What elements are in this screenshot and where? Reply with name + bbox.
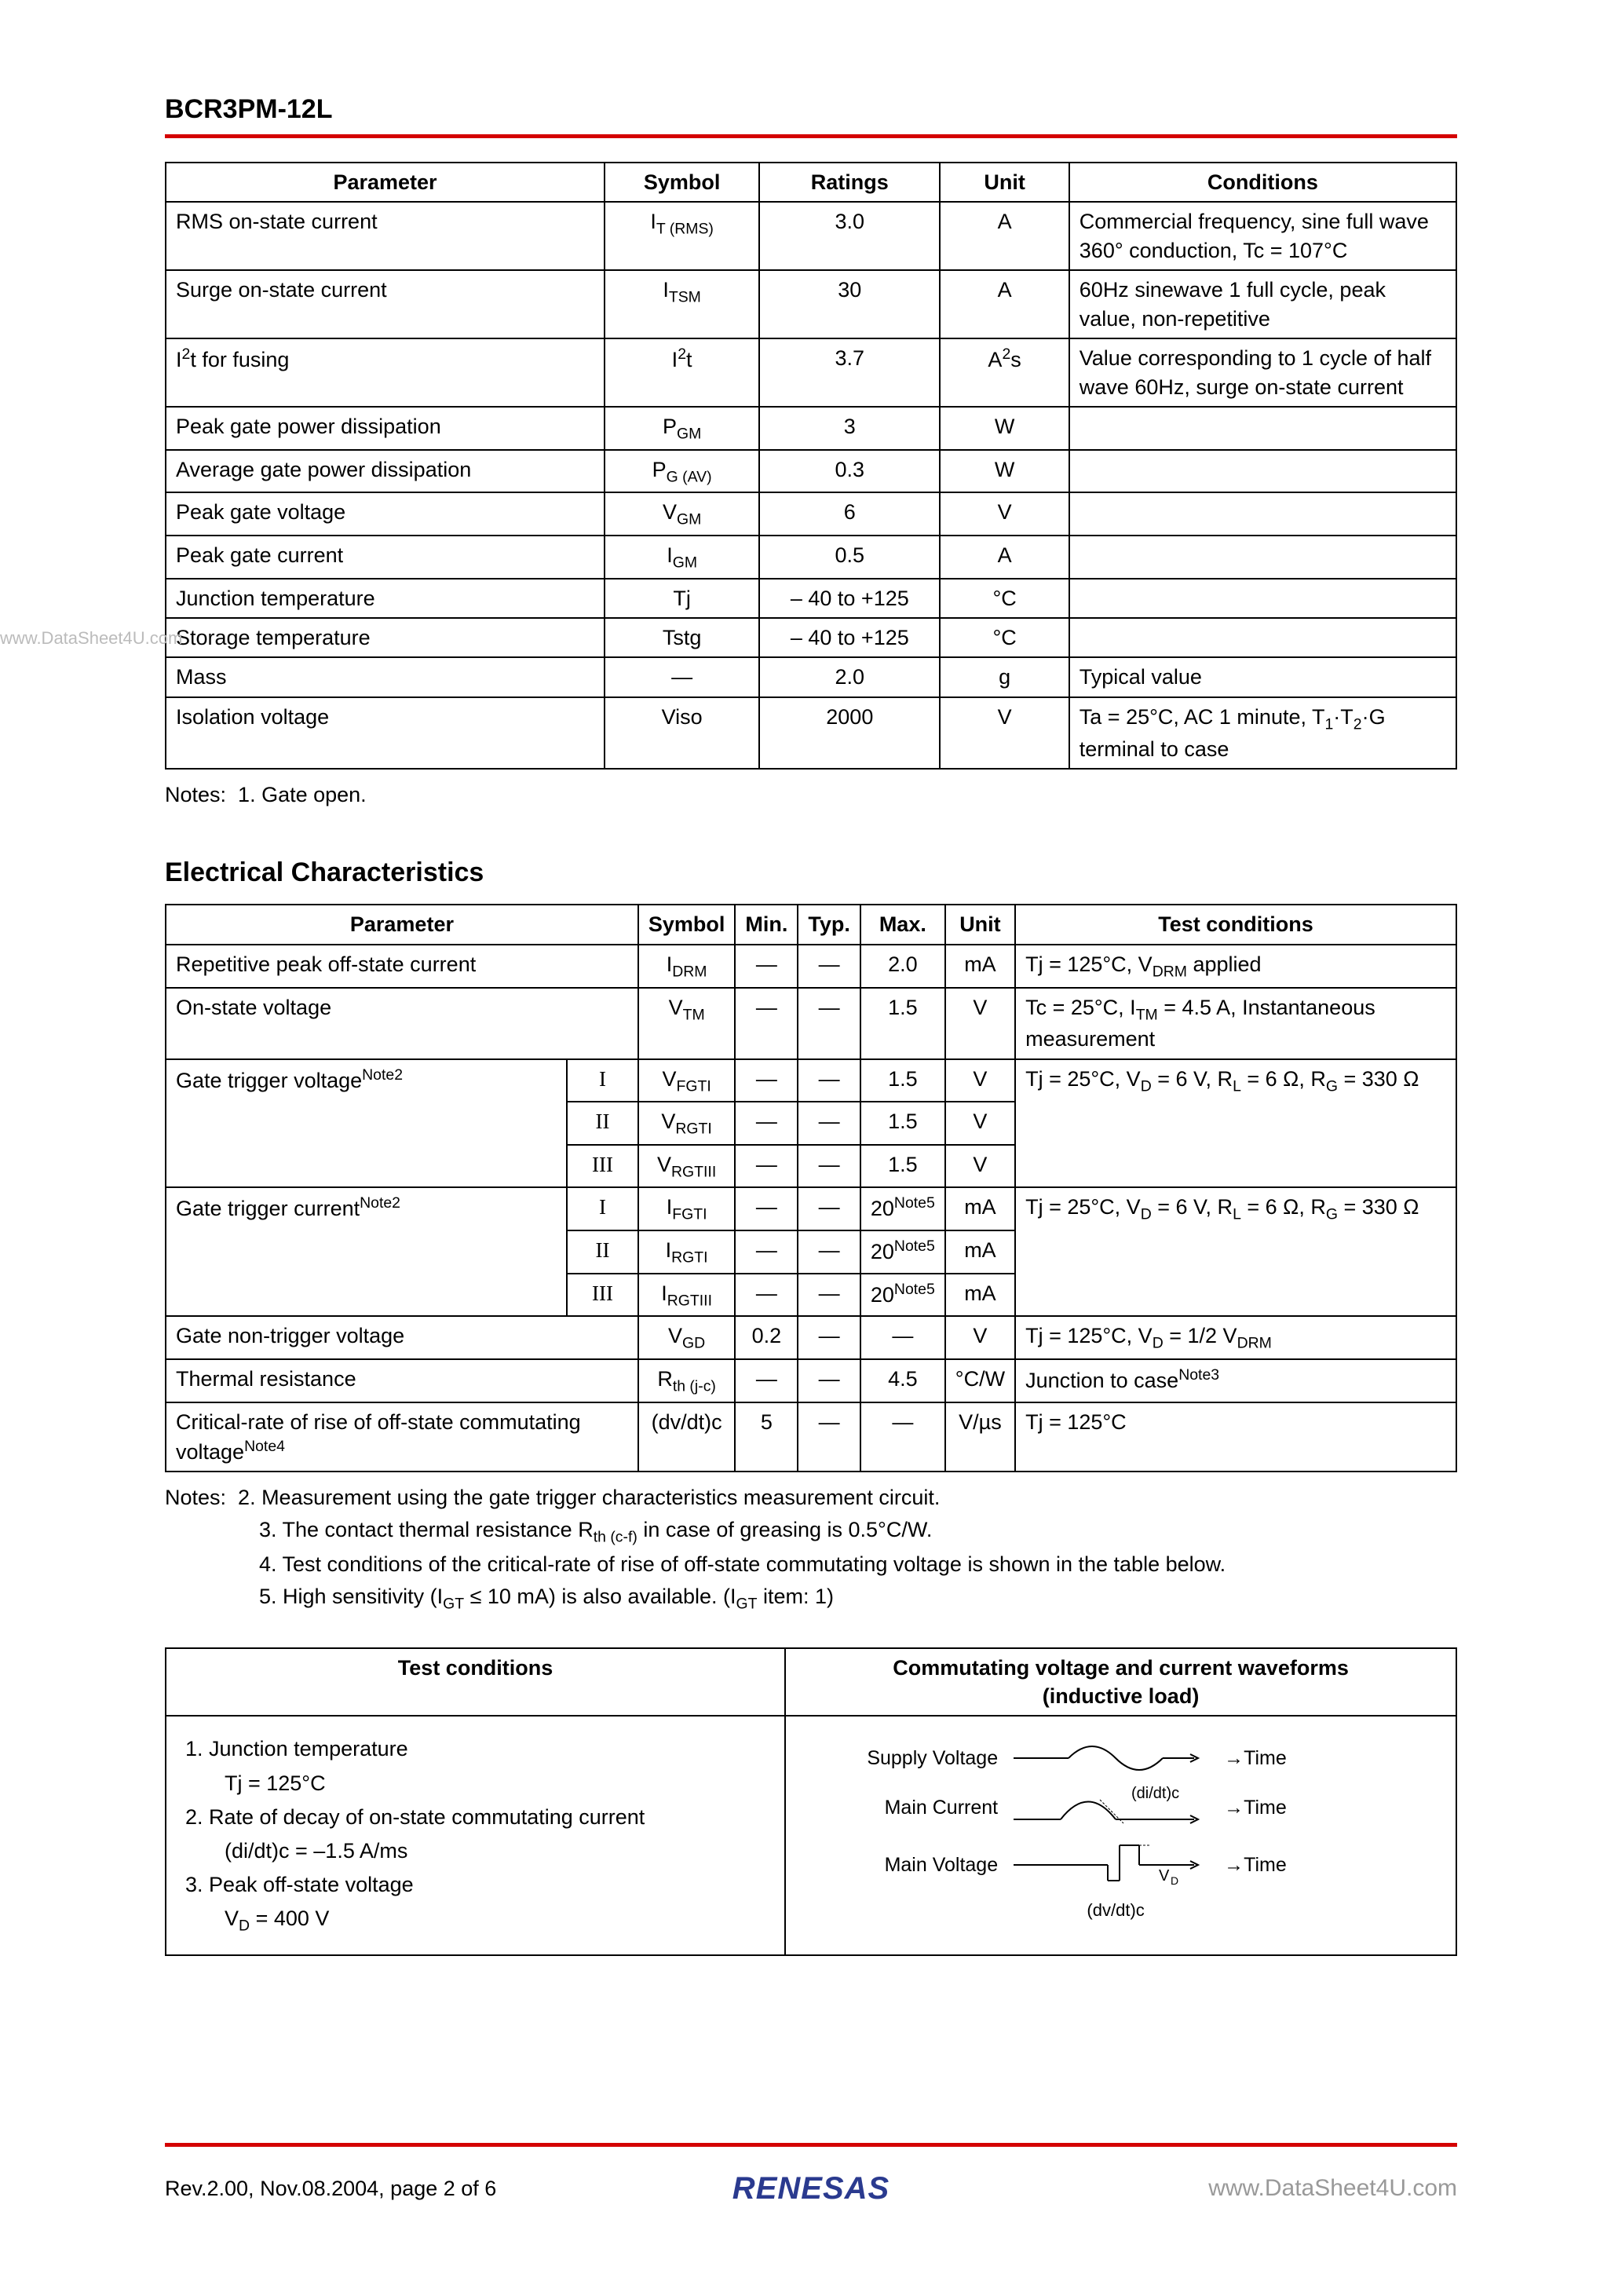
- t1-header: Parameter: [166, 163, 605, 202]
- waveforms-cell: Supply Voltage →Time Main Current (di/dt…: [785, 1716, 1456, 1954]
- table-row: Thermal resistanceRth (j-c)——4.5°C/WJunc…: [166, 1359, 1456, 1402]
- section-title-electrical: Electrical Characteristics: [165, 857, 1457, 888]
- svg-text:V: V: [1159, 1867, 1170, 1885]
- table-row: Peak gate voltageVGM6V: [166, 492, 1456, 536]
- t2-header: Min.: [735, 905, 798, 944]
- table-row: Peak gate currentIGM0.5A: [166, 536, 1456, 579]
- table-row: Peak gate power dissipationPGM3W: [166, 407, 1456, 450]
- footer-revision: Rev.2.00, Nov.08.2004, page 2 of 6: [165, 2177, 496, 2201]
- watermark-left: www.DataSheet4U.com: [0, 628, 182, 649]
- table-row: Mass—2.0gTypical value: [166, 657, 1456, 696]
- test-conditions-table: Test conditions Commutating voltage and …: [165, 1647, 1457, 1956]
- table-row: I2t for fusingI2t3.7A2sValue correspondi…: [166, 338, 1456, 407]
- main-voltage-waveform-icon: VD: [1014, 1837, 1218, 1892]
- table-row: Surge on-state currentITSM30A60Hz sinewa…: [166, 270, 1456, 338]
- svg-text:(di/dt)c: (di/dt)c: [1131, 1785, 1179, 1802]
- table-row: Repetitive peak off-state currentIDRM——2…: [166, 945, 1456, 988]
- t1-header: Unit: [940, 163, 1069, 202]
- table-row: Gate trigger currentNote2IIFGTI——20Note5…: [166, 1187, 1456, 1230]
- table-row: On-state voltageVTM——1.5VTc = 25°C, ITM …: [166, 988, 1456, 1059]
- t2-header: Unit: [945, 905, 1015, 944]
- t2-header: Typ.: [798, 905, 860, 944]
- t2-header: Symbol: [638, 905, 736, 944]
- t1-header: Conditions: [1069, 163, 1456, 202]
- footer-rule: [165, 2143, 1457, 2147]
- part-number: BCR3PM-12L: [165, 94, 1457, 125]
- table-row: Gate non-trigger voltageVGD0.2——VTj = 12…: [166, 1316, 1456, 1359]
- test-conditions-cell: 1. Junction temperatureTj = 125°C2. Rate…: [166, 1716, 785, 1954]
- renesas-logo: RENESAS: [732, 2171, 890, 2206]
- table-row: Junction temperatureTj– 40 to +125°C: [166, 579, 1456, 618]
- t2-header: Test conditions: [1015, 905, 1456, 944]
- page-header: BCR3PM-12L: [165, 94, 1457, 138]
- svg-text:D: D: [1171, 1874, 1178, 1887]
- table-row: Critical-rate of rise of off-state commu…: [166, 1402, 1456, 1472]
- tc-header-1: Test conditions: [166, 1648, 785, 1717]
- notes-2: Notes: 2. Measurement using the gate tri…: [165, 1482, 1457, 1615]
- supply-voltage-waveform-icon: [1014, 1738, 1218, 1778]
- t1-header: Symbol: [605, 163, 759, 202]
- page-footer: Rev.2.00, Nov.08.2004, page 2 of 6 RENES…: [165, 2175, 1457, 2202]
- electrical-characteristics-table: ParameterSymbolMin.Typ.Max.UnitTest cond…: [165, 904, 1457, 1472]
- notes-1: Notes: 1. Gate open.: [165, 779, 1457, 811]
- table-row: Isolation voltageViso2000VTa = 25°C, AC …: [166, 697, 1456, 769]
- ratings-table: ParameterSymbolRatingsUnitConditions RMS…: [165, 162, 1457, 770]
- table-row: Average gate power dissipationPG (AV)0.3…: [166, 450, 1456, 493]
- table-row: Storage temperatureTstg– 40 to +125°C: [166, 618, 1456, 657]
- t1-header: Ratings: [759, 163, 940, 202]
- tc-header-2: Commutating voltage and current waveform…: [785, 1648, 1456, 1717]
- t2-header: Parameter: [166, 905, 638, 944]
- footer-url: www.DataSheet4U.com: [1208, 2175, 1457, 2202]
- main-current-waveform-icon: (di/dt)c: [1014, 1784, 1218, 1831]
- t2-header: Max.: [860, 905, 945, 944]
- table-row: RMS on-state currentIT (RMS)3.0ACommerci…: [166, 202, 1456, 270]
- table-row: Gate trigger voltageNote2IVFGTI——1.5VTj …: [166, 1059, 1456, 1102]
